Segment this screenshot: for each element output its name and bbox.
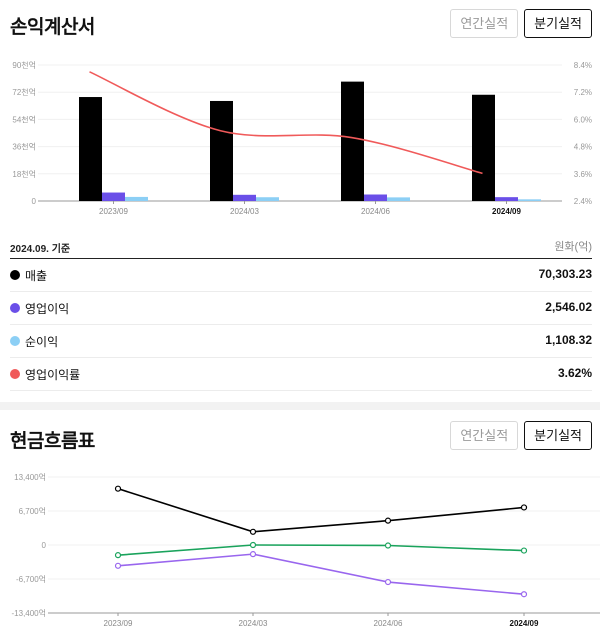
basis-date: 2024.09. 기준: [10, 244, 71, 255]
x-tick-label: 2024/09: [492, 207, 521, 216]
y2-tick-label: 6.0%: [574, 115, 592, 124]
y2-tick-label: 8.4%: [574, 61, 592, 70]
bar-net-income: [387, 197, 410, 201]
bar-net-income: [125, 196, 148, 201]
unit-label: 원화(억): [554, 241, 592, 253]
summary-row-operating-profit: 영업이익 2,546.02: [10, 292, 592, 325]
x-tick-label: 2023/09: [99, 207, 128, 216]
summary-row-revenue: 매출 70,303.23: [10, 259, 592, 292]
y-tick-label: 18천억: [12, 169, 36, 179]
y-tick-label: 13,400억: [14, 472, 46, 482]
x-tick-label: 2024/09: [510, 619, 539, 628]
cash-flow-point: [249, 528, 257, 535]
bar-operating-profit: [364, 194, 387, 201]
cash-flow-chart: 13,400억 6,700억 0 -6,700억 -13,400억 2023/09 2024…: [12, 472, 600, 628]
tab-annual[interactable]: 연간실적: [450, 9, 519, 38]
basis-row: 2024.09. 기준 원화(억): [10, 236, 592, 259]
bar-revenue: [472, 94, 495, 201]
operating-margin-label: 영업이익률: [25, 368, 81, 382]
x-tick-label: 2023/09: [104, 619, 133, 628]
bar-revenue: [210, 100, 233, 201]
cash-flow-point: [114, 485, 122, 492]
cash-flow-point: [249, 541, 257, 549]
bar-operating-profit: [495, 197, 518, 201]
operating-margin-dot-icon: [10, 369, 20, 379]
cash-flow-point: [520, 591, 528, 598]
cash-flow-point: [249, 551, 257, 558]
bar-revenue: [341, 81, 364, 201]
y-tick-label: 0: [42, 541, 47, 550]
income-statement-section: 손익계산서 연간실적 분기실적 0 18천억 36천억 54천억 72천억 90천억 2.4…: [10, 9, 592, 391]
cash-flow-section: 현금흐름표 연간실적 분기실적 13,400억 6,700억 0 -6,700억 -13…: [0, 410, 600, 631]
cash-flow-point: [384, 578, 392, 586]
cash-flow-title: 현금흐름표: [10, 431, 95, 452]
y-tick-label: 54천억: [12, 114, 36, 124]
tab-quarterly[interactable]: 분기실적: [524, 421, 592, 450]
x-tick-label: 2024/03: [239, 619, 268, 628]
net-income-dot-icon: [10, 336, 20, 346]
income-period-tabs: 연간실적 분기실적: [450, 9, 592, 38]
net-income-label: 순이익: [25, 335, 59, 349]
operating-profit-label: 영업이익: [25, 302, 70, 316]
y2-tick-label: 2.4%: [574, 197, 592, 206]
operating-margin-value: 3.62%: [557, 366, 592, 380]
x-tick-label: 2024/03: [230, 207, 259, 216]
section-divider: [0, 402, 600, 410]
y2-tick-label: 7.2%: [574, 88, 592, 97]
revenue-dot-icon: [10, 270, 20, 280]
y-tick-label: 90천억: [12, 60, 36, 70]
bar-net-income: [256, 197, 279, 201]
tab-annual[interactable]: 연간실적: [450, 421, 519, 450]
bar-net-income: [518, 199, 541, 201]
operating-profit-value: 2,546.02: [545, 300, 592, 314]
cash-flow-line-2: [117, 544, 525, 556]
cash-flow-point: [114, 562, 122, 569]
bar-operating-profit: [102, 192, 125, 201]
cash-flow-point: [520, 547, 528, 554]
cash-flow-line-1: [117, 487, 525, 533]
bar-operating-profit: [233, 194, 256, 201]
tab-quarterly[interactable]: 분기실적: [524, 9, 592, 38]
cash-flow-point: [384, 517, 392, 524]
operating-margin-line: [89, 71, 483, 175]
y-tick-label: -13,400억: [12, 608, 47, 618]
operating-profit-dot-icon: [10, 303, 20, 313]
y2-tick-label: 4.8%: [574, 143, 592, 152]
x-tick-label: 2024/06: [374, 619, 403, 628]
revenue-value: 70,303.23: [538, 267, 592, 281]
cash-flow-point: [520, 504, 528, 511]
y-tick-label: -6,700억: [16, 574, 46, 584]
y2-tick-label: 3.6%: [574, 170, 592, 179]
bar-revenue: [79, 97, 102, 201]
cash-flow-point: [384, 542, 392, 549]
income-chart: 0 18천억 36천억 54천억 72천억 90천억 2.4% 3.6% 4.8% 6.0% 7.2…: [12, 60, 592, 216]
income-summary-list: 매출 70,303.23 영업이익 2,546.02 순이익 1,108.32 …: [10, 259, 592, 391]
y-tick-label: 0: [32, 197, 37, 206]
net-income-value: 1,108.32: [545, 333, 592, 347]
y-tick-label: 6,700억: [19, 506, 46, 516]
cash-flow-point: [114, 552, 122, 559]
revenue-label: 매출: [25, 269, 48, 283]
cash-period-tabs: 연간실적 분기실적: [450, 421, 592, 450]
summary-row-net-income: 순이익 1,108.32: [10, 325, 592, 358]
summary-row-operating-margin: 영업이익률 3.62%: [10, 358, 592, 391]
cash-flow-line-3: [117, 553, 525, 596]
y-tick-label: 36천억: [12, 142, 36, 152]
income-statement-title: 손익계산서: [10, 17, 95, 38]
x-tick-label: 2024/06: [361, 207, 390, 216]
y-tick-label: 72천억: [12, 87, 36, 97]
